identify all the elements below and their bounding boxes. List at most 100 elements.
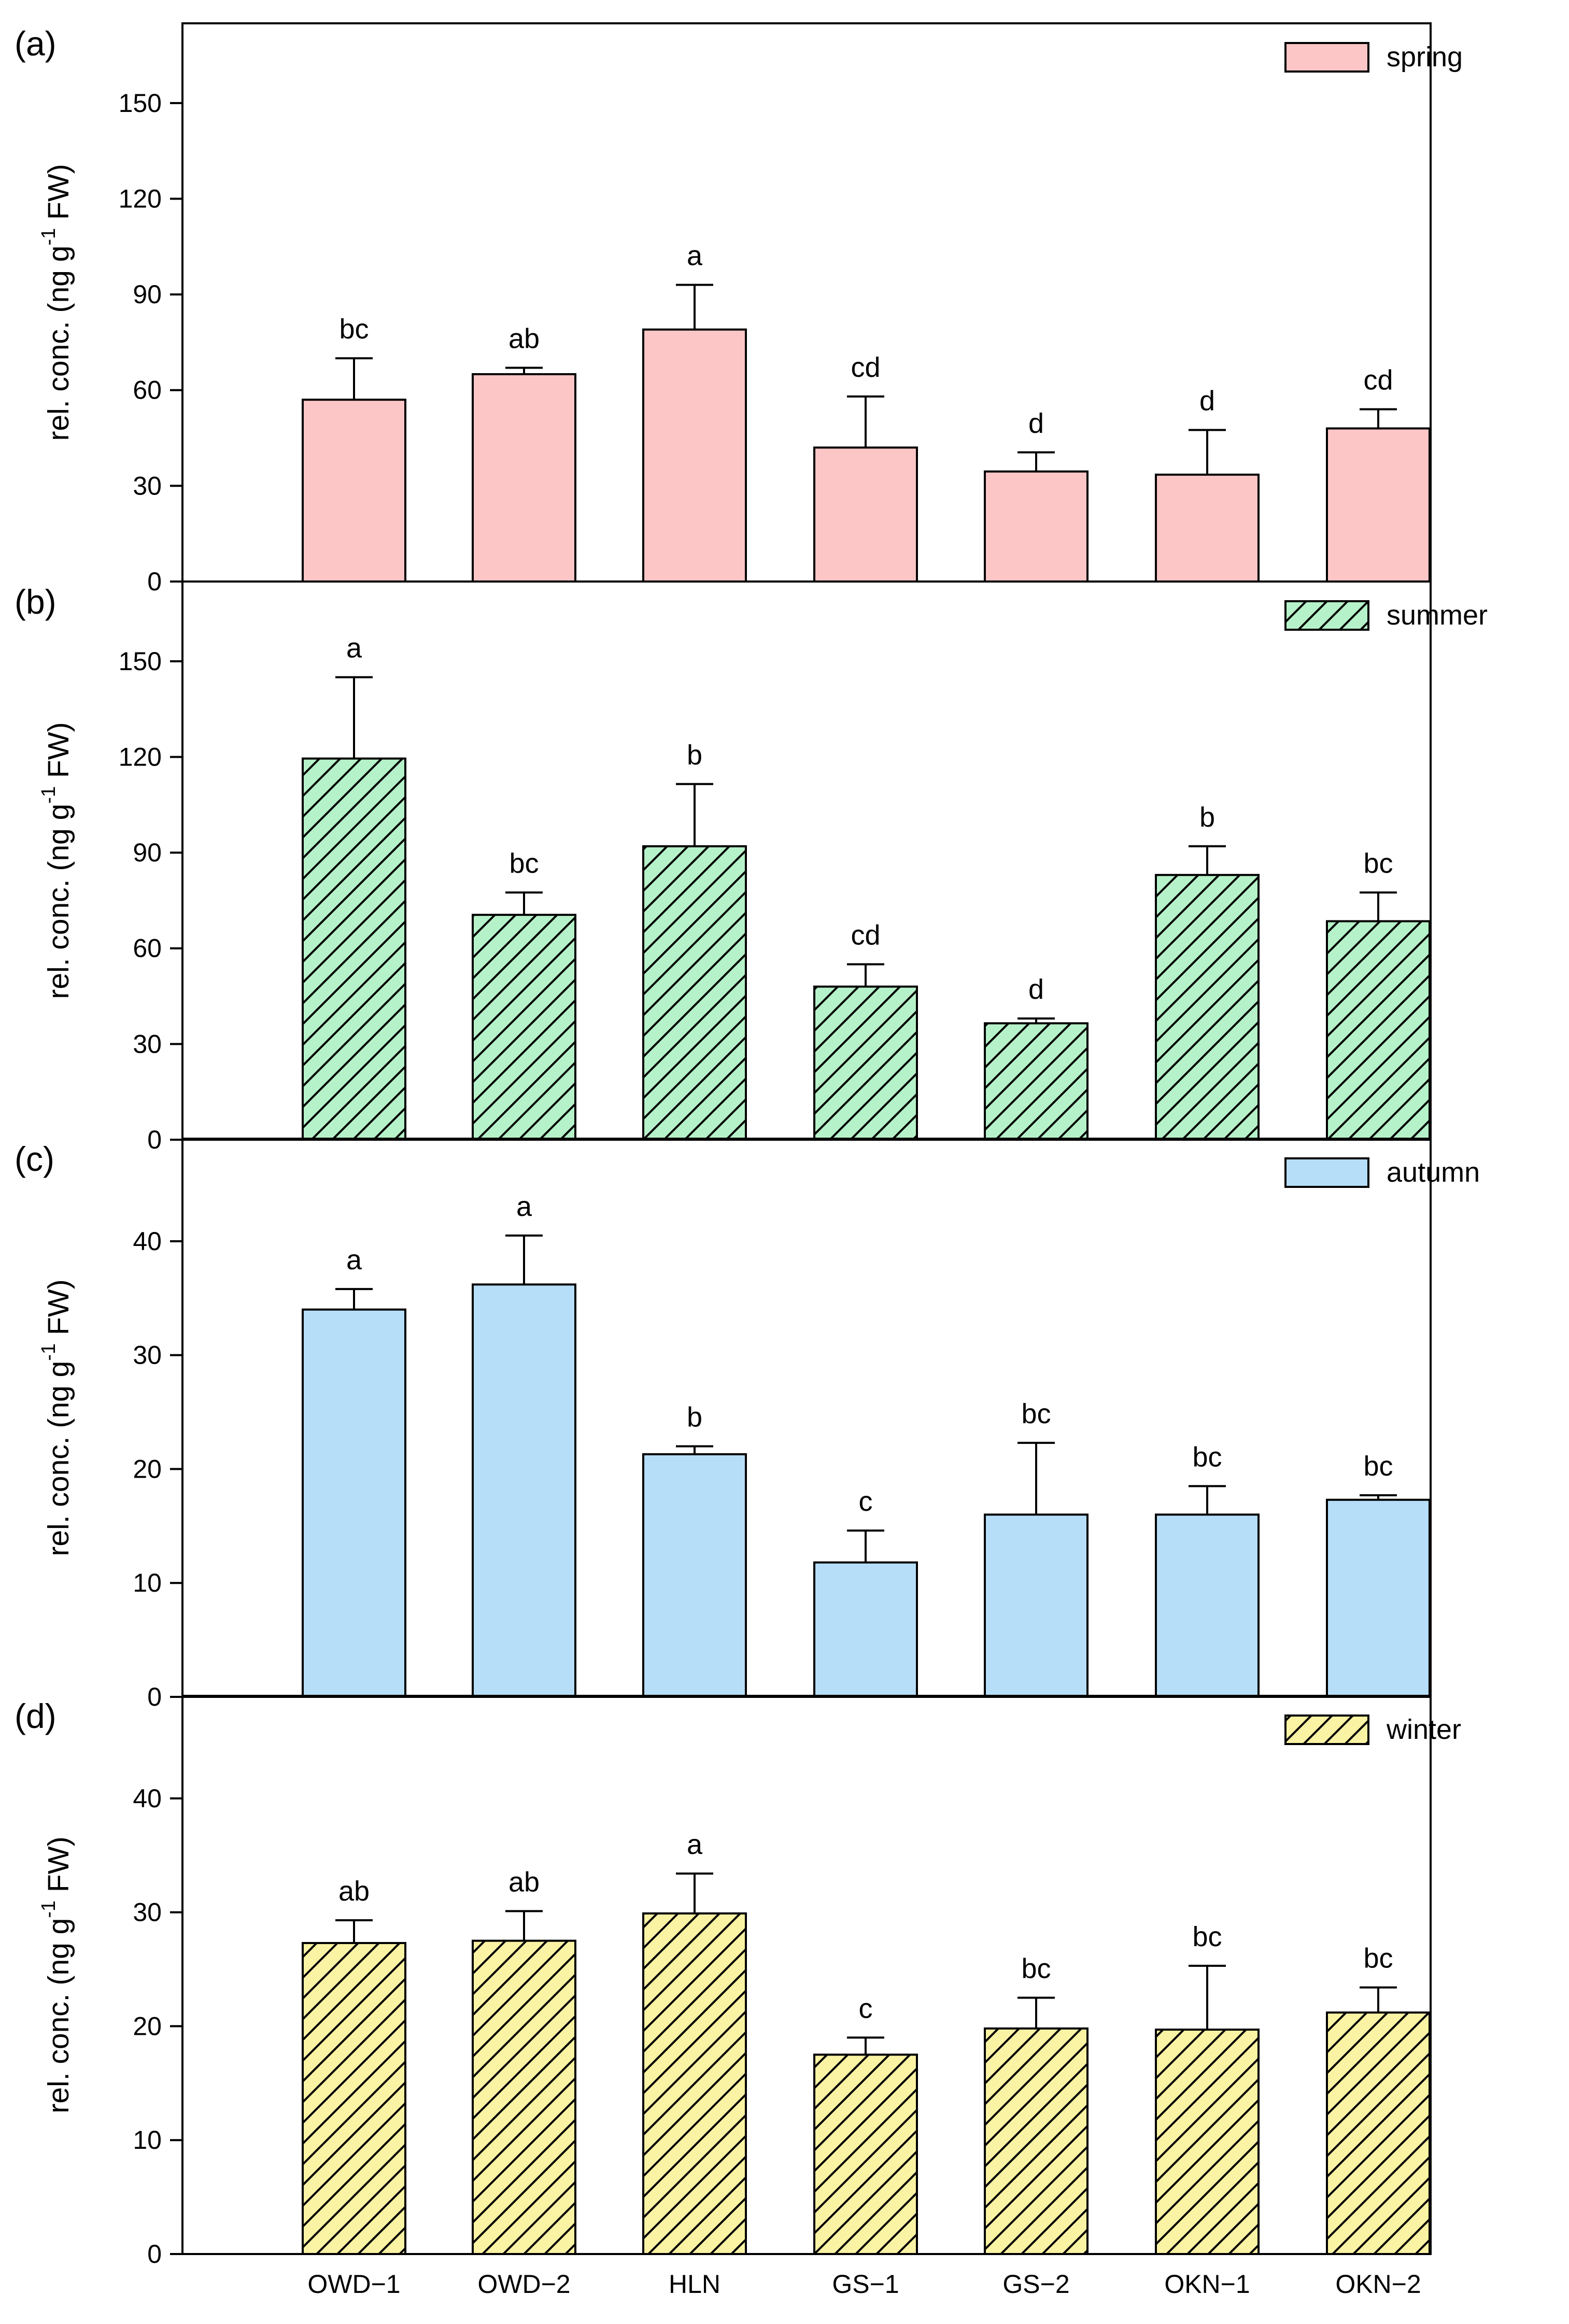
y-axis-label-tail-autumn: FW) — [42, 1279, 75, 1343]
y-axis-label-tail-summer: FW) — [42, 722, 75, 786]
bar-winter-4 — [984, 2027, 1089, 2256]
bar-winter-5 — [1155, 2029, 1260, 2255]
y-tick-label-summer-3: 90 — [133, 838, 162, 867]
y-axis-label-tail-winter: FW) — [42, 1836, 75, 1900]
bar-summer-6 — [1326, 920, 1431, 1141]
x-category-label-0: OWD−1 — [307, 2270, 400, 2299]
bar-spring-2 — [642, 328, 747, 583]
x-category-label-3: GS−1 — [832, 2270, 899, 2299]
significance-label-spring-6: cd — [1363, 365, 1393, 396]
y-axis-label-summer: rel. conc. (ng g-1 FW) — [38, 722, 75, 999]
significance-label-spring-0: bc — [339, 314, 369, 345]
bar-spring-0 — [302, 399, 406, 583]
significance-label-winter-0: ab — [338, 1876, 370, 1907]
significance-label-spring-3: cd — [851, 352, 880, 383]
legend-label-winter: winter — [1386, 1714, 1461, 1745]
significance-label-autumn-0: a — [346, 1244, 362, 1276]
x-category-label-1: OWD−2 — [477, 2270, 570, 2299]
y-tick-label-winter-0: 0 — [147, 2240, 162, 2269]
bar-summer-2 — [642, 845, 747, 1141]
y-axis-label-winter: rel. conc. (ng g-1 FW) — [38, 1836, 75, 2113]
bar-winter-2 — [642, 1912, 747, 2256]
y-axis-label-spring: rel. conc. (ng g-1 FW) — [38, 164, 75, 441]
significance-label-winter-6: bc — [1363, 1943, 1393, 1974]
bar-spring-1 — [472, 373, 576, 583]
significance-label-summer-0: a — [346, 633, 362, 664]
x-category-label-5: OKN−1 — [1164, 2270, 1250, 2299]
x-category-label-6: OKN−2 — [1335, 2270, 1421, 2299]
bar-summer-1 — [472, 914, 576, 1141]
y-axis-label-sup-summer: -1 — [38, 786, 60, 804]
x-category-label-4: GS−2 — [1002, 2270, 1069, 2299]
y-tick-label-autumn-2: 20 — [133, 1454, 162, 1483]
significance-label-winter-1: ab — [508, 1866, 540, 1897]
y-tick-label-spring-4: 120 — [119, 184, 162, 213]
significance-label-winter-5: bc — [1192, 1921, 1222, 1952]
y-axis-label-main-autumn: rel. conc. (ng g — [42, 1361, 75, 1556]
bar-winter-3 — [813, 2053, 918, 2256]
significance-label-autumn-3: c — [859, 1486, 873, 1517]
legend-swatch-summer — [1284, 600, 1369, 631]
bar-summer-4 — [984, 1022, 1089, 1141]
y-axis-label-main-winter: rel. conc. (ng g — [42, 1918, 75, 2114]
bar-autumn-0 — [302, 1308, 406, 1698]
y-tick-label-winter-2: 20 — [133, 2011, 162, 2040]
bar-autumn-1 — [472, 1283, 576, 1698]
y-tick-label-winter-3: 30 — [133, 1898, 162, 1927]
plot-frame-winter — [181, 1695, 1432, 2255]
panel-label-summer: (b) — [15, 583, 56, 621]
significance-label-spring-5: d — [1199, 386, 1215, 417]
y-axis-label-sup-winter: -1 — [38, 1901, 60, 1918]
y-tick-label-winter-1: 10 — [133, 2125, 162, 2155]
y-tick-label-spring-1: 30 — [133, 471, 162, 500]
significance-label-winter-3: c — [859, 1993, 873, 2024]
bar-spring-5 — [1155, 473, 1260, 583]
y-tick-label-winter-4: 40 — [133, 1784, 162, 1813]
panel-summer: 0 30 60 90 120 150 rel. conc. (ng g-1 FW) (b) a b… — [15, 580, 1488, 1154]
y-axis-label-main-summer: rel. conc. (ng g — [42, 804, 75, 999]
y-axis-label-autumn: rel. conc. (ng g-1 FW) — [38, 1279, 75, 1556]
bar-autumn-6 — [1326, 1498, 1431, 1698]
significance-label-summer-2: b — [687, 740, 702, 771]
y-tick-label-autumn-1: 10 — [133, 1568, 162, 1597]
panel-spring: 0 30 60 90 120 150 rel. conc. (ng g-1 FW) (a) bc… — [15, 22, 1463, 596]
significance-label-autumn-2: b — [687, 1401, 702, 1433]
y-tick-label-autumn-3: 30 — [133, 1341, 162, 1370]
y-tick-label-summer-4: 120 — [119, 742, 162, 771]
significance-label-spring-4: d — [1028, 408, 1044, 439]
significance-label-autumn-6: bc — [1363, 1451, 1393, 1482]
y-tick-label-summer-1: 30 — [133, 1029, 162, 1058]
panel-label-winter: (d) — [15, 1697, 56, 1735]
bar-spring-3 — [813, 446, 918, 583]
significance-label-autumn-5: bc — [1192, 1441, 1222, 1472]
y-axis-label-tail-spring: FW) — [42, 164, 75, 228]
significance-label-spring-2: a — [687, 240, 703, 272]
significance-label-spring-1: ab — [508, 323, 540, 355]
x-category-label-2: HLN — [669, 2270, 720, 2299]
legend-label-spring: spring — [1387, 41, 1463, 73]
legend-swatch-spring — [1284, 42, 1369, 73]
legend-swatch-autumn — [1284, 1157, 1369, 1188]
y-tick-label-summer-2: 60 — [133, 934, 162, 963]
bar-spring-4 — [984, 470, 1089, 583]
y-tick-label-spring-5: 150 — [119, 89, 162, 118]
y-tick-label-summer-0: 0 — [147, 1125, 162, 1154]
y-axis-label-main-spring: rel. conc. (ng g — [42, 246, 75, 441]
bar-autumn-3 — [813, 1561, 918, 1698]
legend-swatch-winter — [1284, 1714, 1369, 1745]
significance-label-winter-4: bc — [1021, 1953, 1051, 1984]
panel-label-autumn: (c) — [15, 1140, 54, 1178]
bar-winter-0 — [302, 1942, 406, 2255]
significance-label-autumn-1: a — [516, 1191, 532, 1222]
significance-label-summer-4: d — [1028, 974, 1044, 1005]
y-tick-label-spring-2: 60 — [133, 376, 162, 405]
y-axis-label-sup-autumn: -1 — [38, 1343, 60, 1361]
legend-label-summer: summer — [1387, 600, 1488, 631]
bar-summer-0 — [302, 757, 406, 1141]
bar-summer-5 — [1155, 874, 1260, 1141]
bar-winter-1 — [472, 1939, 576, 2256]
